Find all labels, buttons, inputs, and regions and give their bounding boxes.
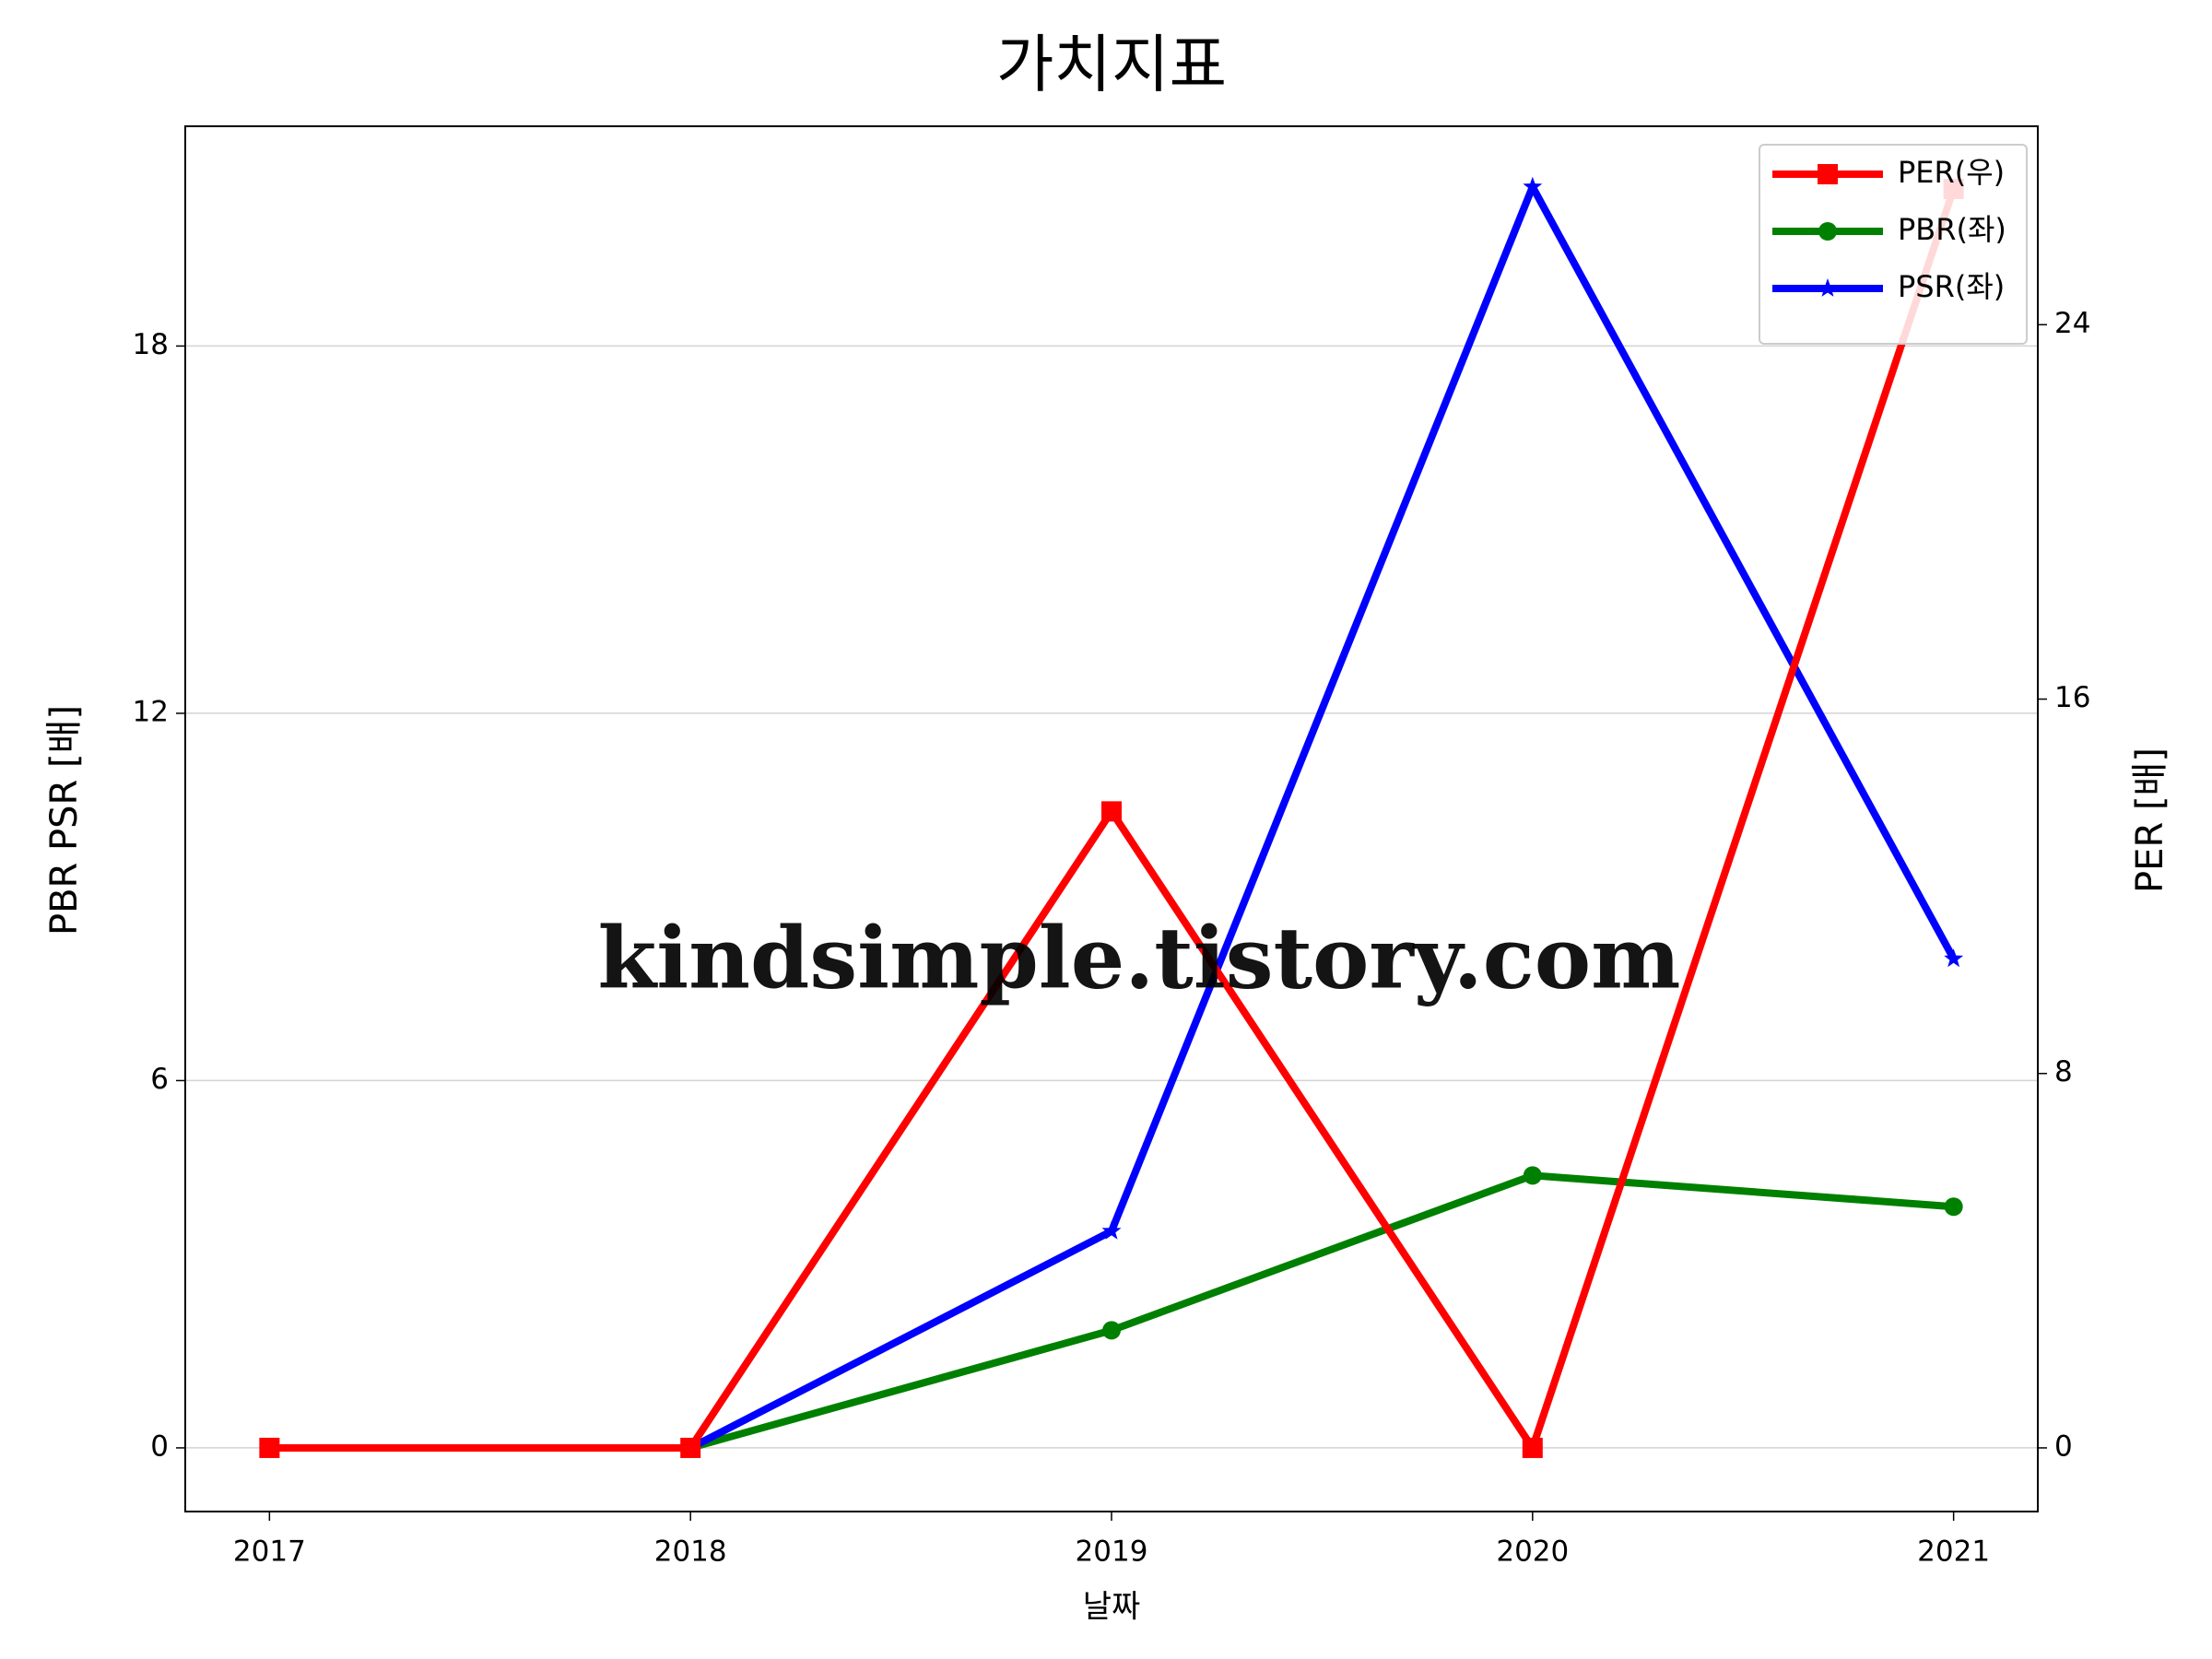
- x-tick-label: 2019: [1076, 1535, 1148, 1569]
- marker: [1523, 1166, 1542, 1185]
- marker: [259, 1437, 280, 1458]
- y-tick-label: 0: [150, 1430, 169, 1463]
- plot-frame: [184, 125, 2039, 1512]
- legend-label: PSR(좌): [1898, 269, 2005, 304]
- x-tick-label: 2020: [1496, 1535, 1569, 1569]
- marker: [1101, 801, 1122, 822]
- marker: [1523, 176, 1543, 195]
- y-tick-label: 12: [133, 695, 169, 728]
- legend-box: [1759, 144, 2028, 345]
- y2-tick-label: 24: [2054, 307, 2090, 340]
- legend: PER(우) PBR(좌) PSR(좌): [1759, 144, 2028, 345]
- marker: [1818, 278, 1838, 297]
- legend-label: PER(우): [1898, 155, 2005, 190]
- y-axis-label: PBR PSR [배]: [43, 705, 86, 935]
- watermark: kindsimple.tistory.com: [597, 909, 1680, 1008]
- y2-tick-label: 8: [2054, 1055, 2073, 1088]
- y2-tick-label: 0: [2054, 1430, 2073, 1463]
- legend-label: PBR(좌): [1898, 212, 2006, 247]
- marker: [1944, 1197, 1963, 1217]
- x-tick-label: 2017: [233, 1535, 306, 1569]
- marker: [1522, 1437, 1543, 1458]
- y-tick-label: 6: [150, 1063, 169, 1096]
- series-line: [688, 182, 1958, 1452]
- y2-tick-label: 16: [2054, 681, 2090, 714]
- marker: [1944, 948, 1964, 968]
- y2-axis-label: PER [배]: [2129, 747, 2171, 893]
- marker: [1818, 164, 1838, 184]
- marker: [1101, 1220, 1122, 1240]
- series-line: [689, 1171, 1954, 1452]
- y-tick-label: 18: [133, 328, 169, 361]
- x-tick-label: 2018: [654, 1535, 727, 1569]
- x-axis-label: 날짜: [1083, 1589, 1141, 1626]
- marker: [1818, 222, 1837, 241]
- marker: [680, 1437, 701, 1458]
- chart-title: 가치지표: [996, 29, 1227, 102]
- marker: [1102, 1321, 1121, 1340]
- x-tick-label: 2021: [1917, 1535, 1990, 1569]
